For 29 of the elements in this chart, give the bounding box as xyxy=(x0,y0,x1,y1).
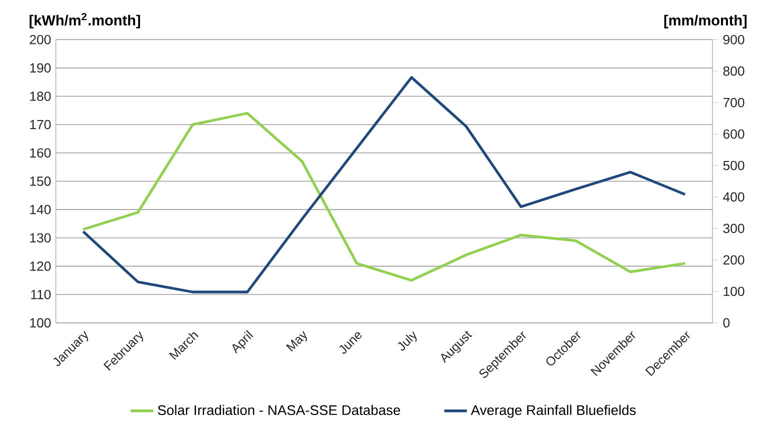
y-tick-label: 150 xyxy=(30,176,51,186)
y2-tick-label: 600 xyxy=(723,129,744,139)
y2-tick-label: 300 xyxy=(723,224,744,234)
y2-tick-label: 100 xyxy=(724,286,744,296)
line-series xyxy=(82,112,686,282)
x-tick-label: May xyxy=(286,330,307,352)
y-tick-label: 130 xyxy=(30,233,51,243)
y-tick-label: 180 xyxy=(30,92,51,102)
y2-tick-label: 200 xyxy=(723,255,744,265)
y-tick-label: 110 xyxy=(31,290,51,300)
y2-tick-label: 800 xyxy=(723,66,744,76)
y-tick-label: 140 xyxy=(30,204,51,214)
y-tick-label: 120 xyxy=(30,262,51,271)
y2-tick-label: 400 xyxy=(723,192,744,202)
y2-tick-label: 700 xyxy=(723,98,744,108)
y2-tick-label: 900 xyxy=(723,35,744,44)
y-tick-label: 170 xyxy=(30,120,51,130)
y-tick-label: 190 xyxy=(30,63,51,73)
legend-label: Average Rainfall Bluefields xyxy=(470,404,636,418)
y2-tick-label: 0 xyxy=(723,318,730,328)
y-tick-label: 160 xyxy=(30,148,51,158)
y-tick-label: 100 xyxy=(30,318,51,328)
x-tick-label: July xyxy=(398,331,417,351)
y2-axis-title: [mm/month] xyxy=(664,14,747,28)
y-tick-label: 200 xyxy=(30,35,51,44)
legend-label: Solar Irradiation - NASA-SSE Database xyxy=(158,404,400,416)
y-axis-title: [kWh/m$^{2}$.month] xyxy=(30,13,140,28)
y2-tick-label: 500 xyxy=(723,160,744,170)
line-series xyxy=(82,76,686,294)
